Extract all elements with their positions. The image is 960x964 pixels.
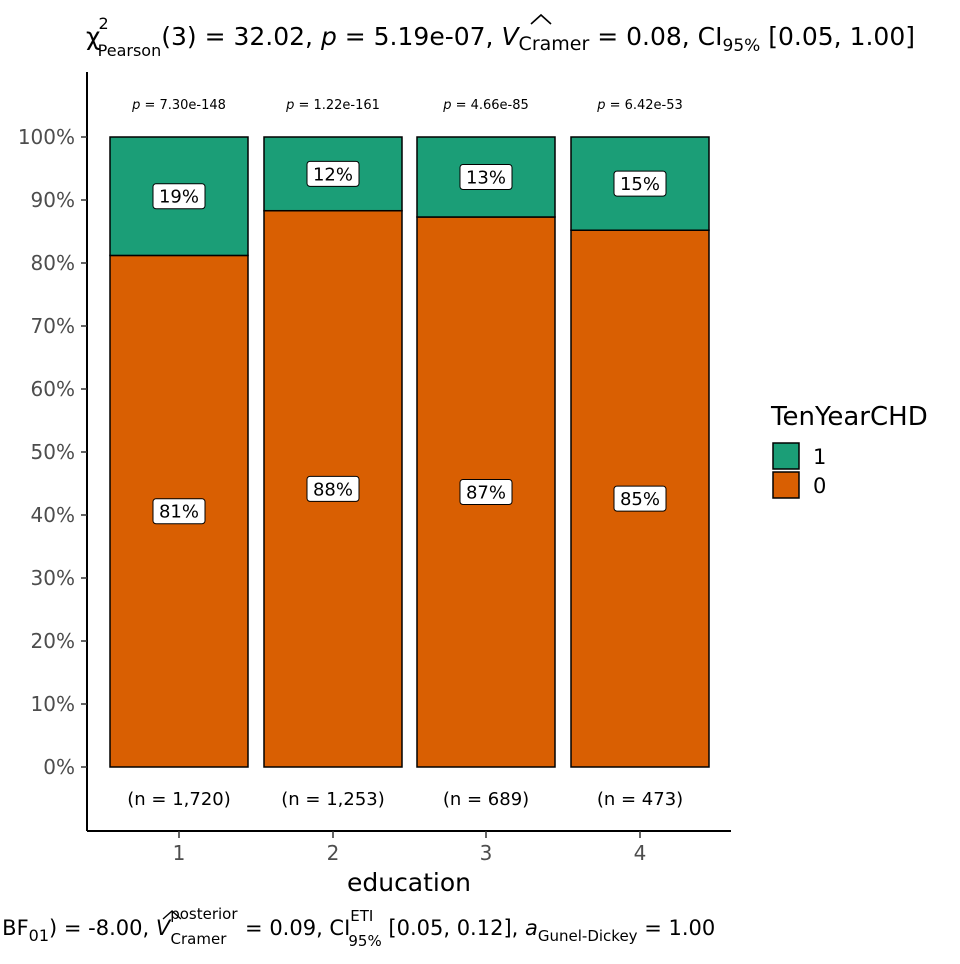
bars-group: 81% 19% p = 7.30e-148 (n = 1,720) 88% 12% p = … xyxy=(109,98,710,810)
y-tick-label: 80% xyxy=(31,251,75,275)
y-tick-label: 90% xyxy=(31,188,75,212)
x-tick-label: 3 xyxy=(480,841,493,865)
sample-size-label: (n = 689) xyxy=(443,789,529,810)
data-label: 81% xyxy=(159,502,199,523)
data-label: 87% xyxy=(466,483,506,504)
data-label-box xyxy=(306,160,360,187)
title-v-hat xyxy=(530,13,552,25)
p-value-label: p = 4.66e-85 xyxy=(442,98,529,113)
legend: TenYearCHD 1 0 xyxy=(770,402,928,499)
legend-title: TenYearCHD xyxy=(770,402,928,432)
data-label-box xyxy=(613,170,667,197)
data-label-box xyxy=(459,479,513,506)
data-label-box xyxy=(306,475,360,502)
bar-segment-1-4 xyxy=(570,136,710,231)
data-label: 13% xyxy=(466,168,506,189)
y-tick-label: 60% xyxy=(31,377,75,401)
data-label-box xyxy=(613,485,667,512)
p-value-label: p = 6.42e-53 xyxy=(596,98,683,113)
data-label-box xyxy=(152,498,206,525)
chart-title: χ2 Pearson(3) = 32.02, p = 5.19e-07, VCra… xyxy=(86,14,915,60)
caption-v-hat xyxy=(162,910,182,920)
data-label: 85% xyxy=(620,489,660,510)
p-value-label: p = 7.30e-148 xyxy=(131,98,226,113)
y-tick-label: 50% xyxy=(31,440,75,464)
y-tick-label: 20% xyxy=(31,629,75,653)
legend-key-1 xyxy=(772,442,800,470)
y-tick-label: 100% xyxy=(18,125,75,149)
y-tick-label: 70% xyxy=(31,314,75,338)
data-label: 12% xyxy=(313,164,353,185)
legend-label-1: 1 xyxy=(813,445,826,469)
y-tick-label: 30% xyxy=(31,566,75,590)
sample-size-label: (n = 1,253) xyxy=(281,789,385,810)
data-label-box xyxy=(152,183,206,210)
legend-key-0 xyxy=(772,471,800,499)
x-axis-title: education xyxy=(347,868,471,897)
p-value-label: p = 1.22e-161 xyxy=(285,98,380,113)
x-tick-label: 2 xyxy=(327,841,340,865)
x-tick-label: 1 xyxy=(173,841,186,865)
data-label: 19% xyxy=(159,187,199,208)
sample-size-label: (n = 473) xyxy=(597,789,683,810)
data-label-box xyxy=(459,164,513,191)
y-tick-label: 0% xyxy=(43,755,75,779)
sample-size-label: (n = 1,720) xyxy=(127,789,231,810)
x-tick-label: 4 xyxy=(634,841,647,865)
x-axis-ticks: 1 2 3 4 xyxy=(173,831,647,865)
legend-label-0: 0 xyxy=(813,474,826,498)
data-label: 15% xyxy=(620,174,660,195)
data-label: 88% xyxy=(313,479,353,500)
y-tick-label: 40% xyxy=(31,503,75,527)
y-tick-label: 10% xyxy=(31,692,75,716)
y-axis-ticks: 0% 10% 20% 30% 40% 50% 60% 70% 80% 90% 100% xyxy=(18,125,87,779)
